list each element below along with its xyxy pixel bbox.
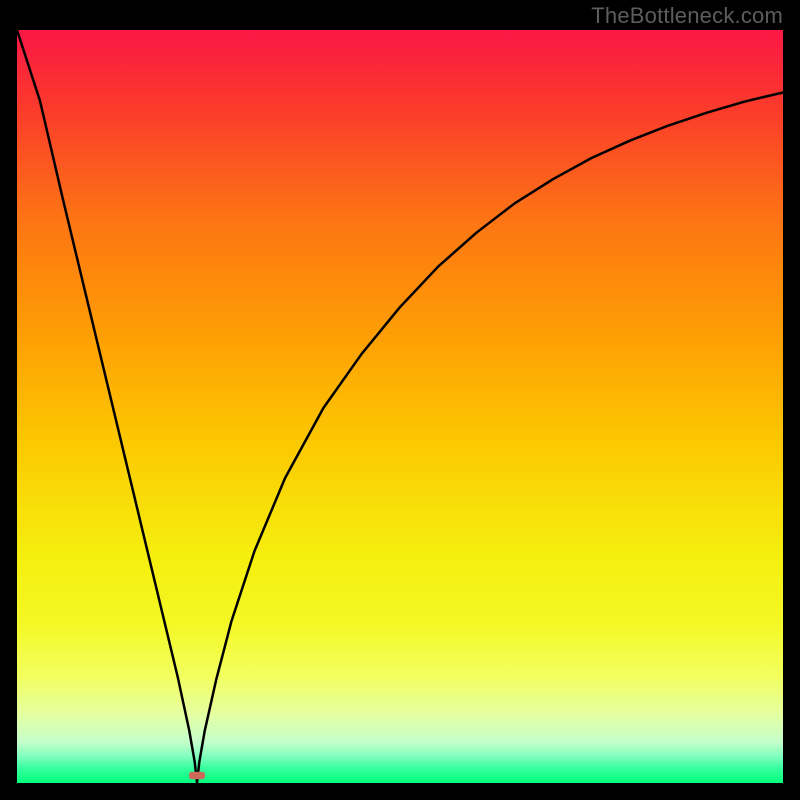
watermark-text: TheBottleneck.com (591, 3, 783, 29)
plot-background-gradient (17, 30, 783, 783)
optimal-point-marker (189, 772, 205, 780)
bottleneck-chart: TheBottleneck.com (0, 0, 800, 800)
plot-svg (0, 0, 800, 800)
